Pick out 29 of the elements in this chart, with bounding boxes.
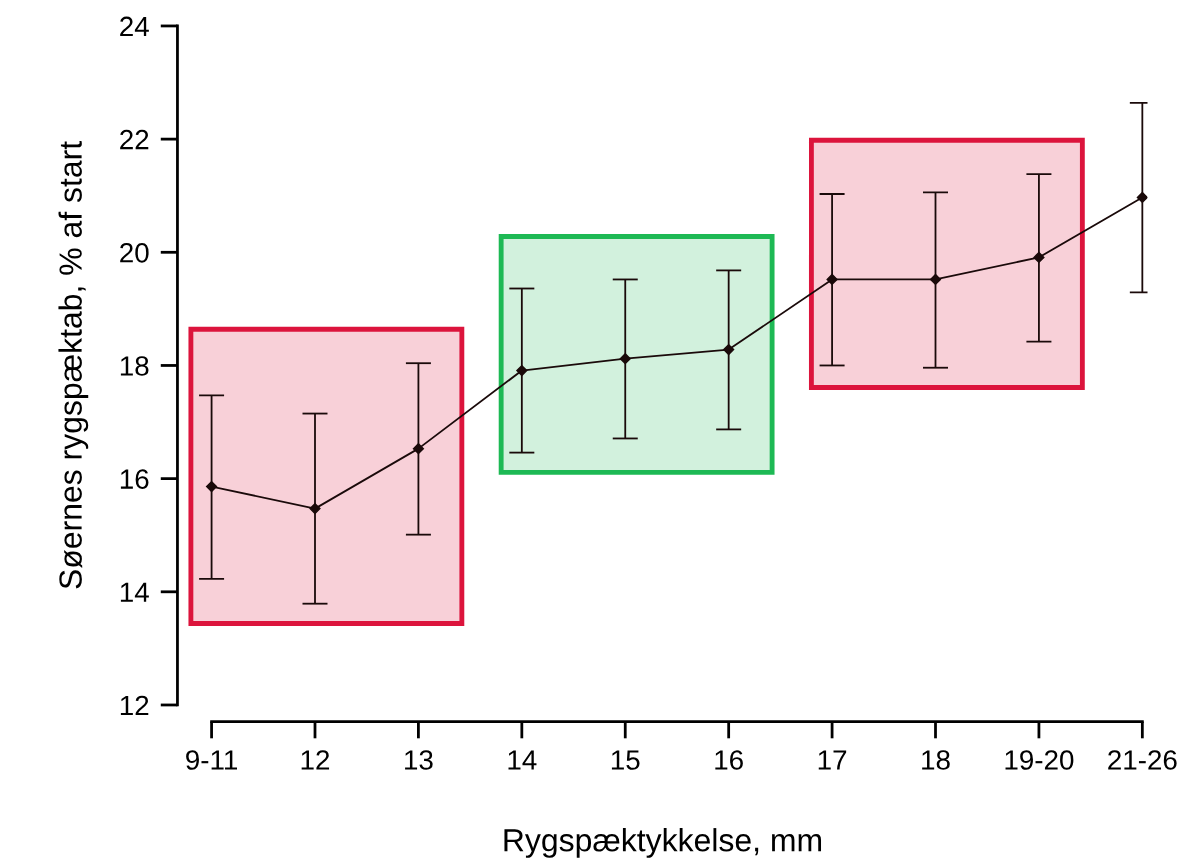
y-tick-label: 14 [120,582,149,602]
y-tick-label: 16 [120,469,149,489]
y-tick-label: 12 [120,695,149,716]
point [205,480,218,493]
point [723,344,735,356]
x-tick-label: 18 [922,750,950,770]
x-tick-label: 13 [405,750,433,770]
point [1136,191,1148,204]
point [516,364,528,377]
y-tick-label: 18 [120,356,149,376]
x-tick-label: 12 [301,750,330,770]
x-tick-label: 14 [508,750,537,770]
x-tick-label: 9-11 [186,750,237,770]
x-axis-title: Rygspæktykkelse, mm [504,828,822,858]
x-tick-label: 15 [611,750,640,770]
point [826,273,838,286]
point [1033,251,1045,263]
point [412,443,425,455]
point [619,353,631,365]
y-tick-label: 22 [120,129,149,150]
point [929,273,942,286]
y-tick-label: 24 [120,16,149,37]
x-tick-label: 17 [818,750,847,770]
y-axis-title: Søernes rygspæktab, % af start [58,141,89,589]
x-tick-label: 21-26 [1108,750,1177,770]
y-tick-label: 20 [120,242,149,263]
x-tick-label: 19-20 [1005,750,1074,770]
point [309,503,321,515]
x-tick-label: 16 [715,750,743,770]
